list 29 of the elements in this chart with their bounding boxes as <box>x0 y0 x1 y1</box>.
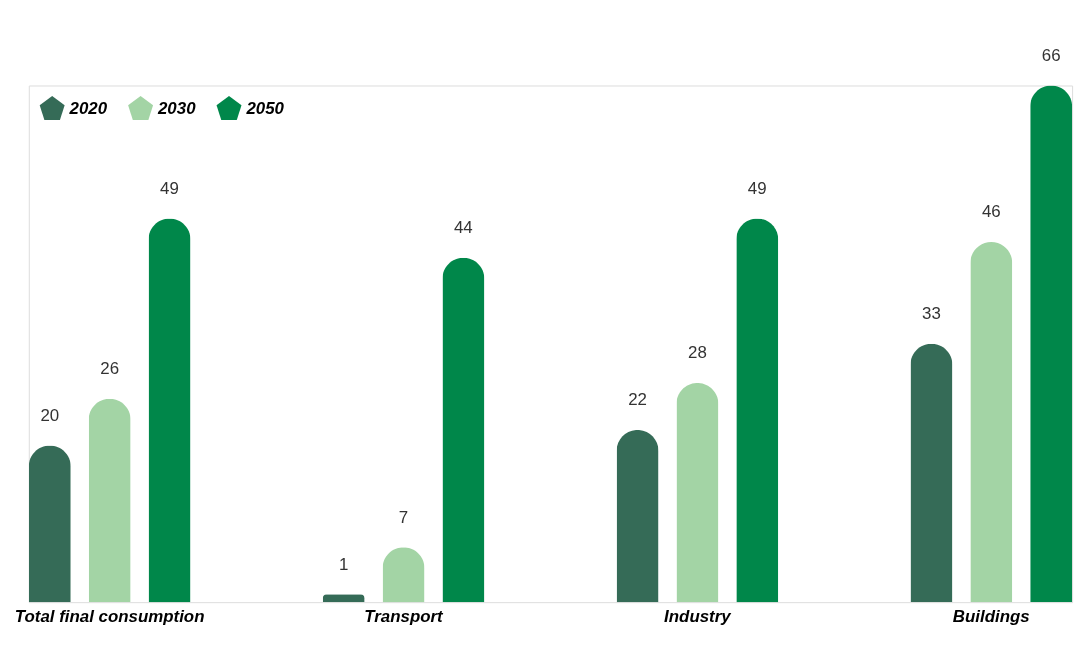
legend-label: 2030 <box>156 99 197 119</box>
bar <box>970 242 1013 603</box>
data-label: 46 <box>981 202 1001 222</box>
legend-label: 2020 <box>68 99 108 119</box>
bar <box>736 218 779 603</box>
bar <box>616 429 659 603</box>
bar <box>148 218 191 603</box>
data-label: 44 <box>453 217 473 237</box>
x-tick-label: Industry <box>664 606 733 626</box>
data-label: 26 <box>100 358 120 378</box>
data-label: 28 <box>688 343 707 363</box>
data-label: 22 <box>628 390 647 410</box>
data-label: 33 <box>922 303 941 323</box>
data-label: 49 <box>160 178 179 198</box>
legend-label: 2050 <box>245 99 285 119</box>
bar <box>676 382 719 603</box>
data-label: 1 <box>338 554 349 574</box>
data-label: 66 <box>1041 45 1061 65</box>
bar <box>28 445 71 603</box>
bar <box>442 257 485 603</box>
bar <box>910 343 953 603</box>
x-tick-label: Total final consumption <box>14 606 205 626</box>
data-label: 7 <box>398 507 409 527</box>
data-label: 20 <box>40 405 60 425</box>
x-tick-label: Buildings <box>952 606 1030 626</box>
bar <box>1030 85 1073 603</box>
data-label: 49 <box>747 178 767 198</box>
x-tick-label: Transport <box>364 606 445 626</box>
bar <box>88 398 131 603</box>
